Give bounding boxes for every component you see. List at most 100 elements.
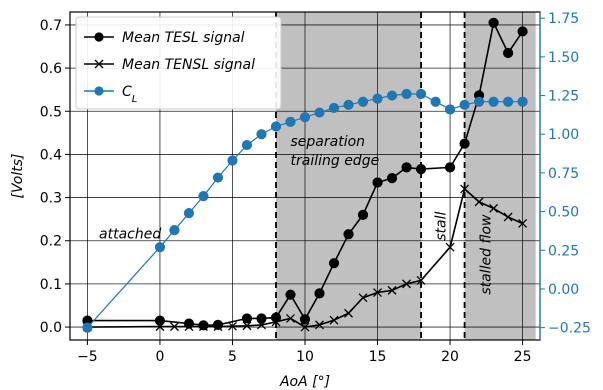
y2-tick-label-6: 1.25 <box>548 89 579 105</box>
shaded-regions <box>275 12 536 340</box>
point-0-16 <box>401 162 412 173</box>
y2-tick-label-7: 1.50 <box>548 50 579 66</box>
annotation-4: stalled flow <box>479 214 495 295</box>
point-1-17 <box>387 285 397 295</box>
legend-item-1: Mean TENSL signal <box>84 57 255 73</box>
point-0-22 <box>502 47 514 59</box>
point-1-12 <box>315 320 324 330</box>
point-0-4 <box>212 319 224 330</box>
point-2-13 <box>328 102 340 114</box>
annotation-3: stall <box>434 211 450 240</box>
point-2-20 <box>430 96 441 107</box>
point-1-24 <box>503 212 513 222</box>
point-2-6 <box>227 155 238 166</box>
shaded-region-1 <box>464 12 536 340</box>
point-1-9 <box>271 317 281 327</box>
point-2-9 <box>270 121 282 132</box>
point-2-16 <box>372 93 383 104</box>
point-0-21 <box>488 17 499 28</box>
y2-tick-label-8: 1.75 <box>548 11 579 27</box>
legend-label-1: Mean TENSL signal <box>122 57 255 73</box>
point-0-19 <box>459 138 470 149</box>
point-0-13 <box>357 209 369 220</box>
series-2 <box>82 88 528 333</box>
y-tick-label-3: 0.3 <box>40 191 62 207</box>
point-1-15 <box>358 293 368 303</box>
y-tick-label-1: 0.1 <box>40 277 62 293</box>
y-axis-label: [Volts] <box>10 154 26 199</box>
point-2-18 <box>401 88 412 100</box>
legend-item-0: Mean TESL signal <box>84 30 245 46</box>
point-2-8 <box>256 129 267 140</box>
point-2-2 <box>169 225 180 236</box>
point-2-22 <box>459 99 470 110</box>
point-2-11 <box>299 112 311 123</box>
point-1-22 <box>474 197 484 207</box>
series <box>82 17 528 333</box>
point-0-6 <box>256 313 267 324</box>
point-0-8 <box>285 289 296 300</box>
y2-tick-label-1: 0.00 <box>548 282 579 298</box>
point-1-3 <box>184 322 194 332</box>
point-2-12 <box>314 107 325 118</box>
point-1-21 <box>460 184 470 194</box>
point-2-1 <box>154 242 166 253</box>
point-2-5 <box>212 172 224 183</box>
annotations: attached separation trailing edge stall stal… <box>99 134 495 295</box>
series-line-1 <box>87 187 523 328</box>
series-1 <box>82 184 528 332</box>
point-2-21 <box>444 104 456 115</box>
legend-label-0: Mean TESL signal <box>122 30 245 46</box>
x-axis: −5 0 5 10 15 20 25 <box>77 340 532 365</box>
point-2-26 <box>517 96 528 107</box>
y2-tick-label-0: −0.25 <box>548 321 591 337</box>
y-tick-label-6: 0.6 <box>40 61 62 77</box>
point-2-7 <box>241 139 253 151</box>
x-tick-label-5: 20 <box>441 349 459 365</box>
legend-marker-2 <box>94 86 104 96</box>
annotation-1: separation <box>290 134 365 150</box>
point-1-10 <box>286 313 295 323</box>
y2-tick-label-5: 1.00 <box>548 127 579 143</box>
point-1-8 <box>257 320 266 330</box>
point-2-25 <box>502 96 514 107</box>
point-1-4 <box>198 322 208 332</box>
point-2-0 <box>82 322 93 333</box>
point-0-10 <box>314 288 325 299</box>
point-2-19 <box>415 88 427 100</box>
point-1-23 <box>489 203 499 213</box>
legend-marker-0 <box>94 32 104 42</box>
point-2-3 <box>183 208 195 219</box>
point-1-13 <box>329 315 339 325</box>
point-2-4 <box>198 191 209 202</box>
point-1-2 <box>169 322 179 332</box>
point-0-14 <box>372 177 383 188</box>
x-axis-label: AoA [°] <box>279 374 330 390</box>
point-2-24 <box>488 96 499 107</box>
point-2-17 <box>386 90 398 101</box>
point-0-18 <box>444 162 456 173</box>
point-0-11 <box>328 258 340 269</box>
point-0-23 <box>517 26 528 37</box>
y-tick-label-2: 0.2 <box>40 234 62 250</box>
x-tick-label-6: 25 <box>514 349 532 365</box>
point-2-23 <box>473 96 485 107</box>
x-tick-label-0: −5 <box>77 349 98 365</box>
point-0-12 <box>343 229 354 240</box>
y2-tick-label-3: 0.50 <box>548 205 579 221</box>
legend-marker-1 <box>94 59 104 69</box>
grid <box>70 12 540 340</box>
annotation-0: attached <box>99 227 161 243</box>
point-2-10 <box>285 116 296 127</box>
point-0-5 <box>241 313 253 324</box>
x-tick-label-1: 0 <box>155 349 164 365</box>
point-0-17 <box>415 163 427 175</box>
point-0-15 <box>386 173 398 184</box>
point-1-11 <box>300 322 310 332</box>
y-tick-label-0: 0.0 <box>40 320 62 336</box>
shaded-region-0 <box>275 12 422 340</box>
y-tick-label-4: 0.4 <box>40 147 62 163</box>
point-2-15 <box>357 96 369 107</box>
y2-tick-label-4: 0.75 <box>548 166 579 182</box>
